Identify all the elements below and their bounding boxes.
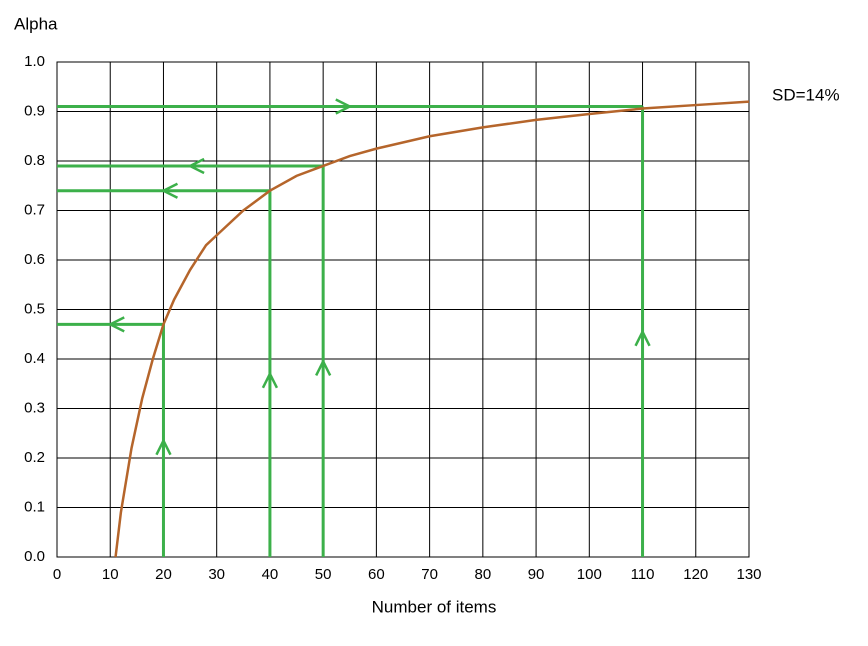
- arrow-head: [261, 371, 279, 389]
- y-tick-label: 0.0: [24, 548, 45, 565]
- x-tick-label: 0: [53, 566, 61, 583]
- x-tick-label: 130: [736, 566, 761, 583]
- x-tick-label: 40: [262, 566, 279, 583]
- x-tick-label: 110: [631, 566, 655, 583]
- y-tick-label: 0.2: [24, 449, 45, 466]
- x-tick-label: 30: [208, 566, 225, 583]
- y-tick-label: 0.5: [24, 300, 45, 317]
- y-tick-label: 0.8: [24, 152, 45, 169]
- annotation: SD=14%: [772, 85, 840, 104]
- arrow-head: [335, 98, 353, 115]
- arrow-head: [155, 437, 172, 456]
- x-axis-title: Number of items: [372, 597, 497, 616]
- arrow-head: [160, 182, 179, 199]
- x-tick-label: 70: [421, 566, 438, 583]
- x-tick-label: 90: [528, 566, 545, 583]
- line: [114, 100, 750, 558]
- arrow-head: [315, 358, 332, 377]
- y-tick-label: 0.7: [24, 201, 45, 218]
- y-tick-label: 0.1: [24, 498, 45, 515]
- arrow-head: [187, 157, 205, 175]
- line: [57, 164, 325, 557]
- x-tick-label: 120: [683, 566, 708, 583]
- y-tick-label: 0.4: [24, 350, 45, 367]
- x-tick-label: 80: [475, 566, 492, 583]
- y-tick-label: 0.9: [24, 102, 45, 119]
- x-tick-label: 100: [577, 566, 602, 583]
- x-tick-label: 50: [315, 566, 332, 583]
- y-axis-title: Alpha: [14, 14, 58, 33]
- y-tick-label: 0.6: [24, 251, 45, 268]
- y-tick-label: 1.0: [24, 53, 45, 70]
- x-tick-label: 20: [155, 566, 172, 583]
- arrow-head: [107, 316, 125, 333]
- x-tick-label: 60: [368, 566, 385, 583]
- plot-border: [56, 61, 750, 558]
- y-tick-label: 0.3: [24, 399, 45, 416]
- x-tick-label: 10: [102, 566, 119, 583]
- arrow-head: [634, 328, 651, 347]
